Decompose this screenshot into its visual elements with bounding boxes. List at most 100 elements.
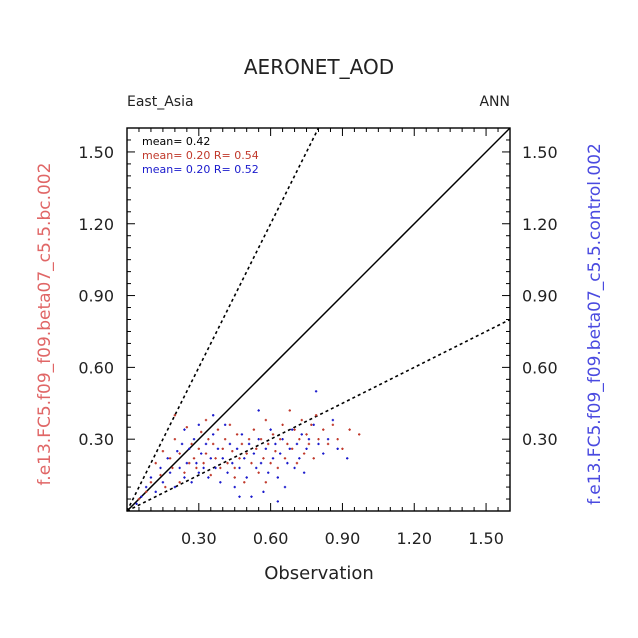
data-point-s1-68 <box>317 442 320 446</box>
data-point-s0-13 <box>185 426 189 429</box>
data-point-s0-55 <box>286 442 289 446</box>
y-tick-label-right: 0.90 <box>522 287 558 306</box>
data-point-s0-69 <box>322 428 325 431</box>
data-point-s1-11 <box>178 466 181 470</box>
data-point-s0-26 <box>216 428 220 431</box>
data-point-s0-59 <box>295 461 299 465</box>
data-point-s0-72 <box>336 437 339 441</box>
data-point-s0-28 <box>221 447 224 450</box>
data-point-s0-73 <box>341 447 344 450</box>
data-point-s0-77 <box>204 418 208 422</box>
data-point-s0-19 <box>200 430 203 434</box>
data-point-s0-56 <box>288 409 291 412</box>
stats-line-2: mean= 0.20 R= 0.52 <box>142 163 259 176</box>
data-point-s1-12 <box>180 442 184 446</box>
data-point-s0-78 <box>233 476 236 479</box>
data-point-s1-18 <box>195 461 198 465</box>
data-point-s0-53 <box>281 423 284 427</box>
y-axis-label-right: f.e13.FC5.f09_f09.beta07_c5.5.control.00… <box>585 143 605 505</box>
y-tick-label-left: 1.50 <box>78 143 114 162</box>
data-point-s1-21 <box>202 466 205 470</box>
data-point-s0-66 <box>312 457 315 460</box>
data-point-s1-10 <box>176 449 179 453</box>
y-tick-label-left: 1.20 <box>78 215 114 234</box>
data-point-s1-20 <box>200 452 203 455</box>
one-to-one-line <box>126 127 511 512</box>
data-point-s1-1 <box>140 495 143 498</box>
data-point-s0-5 <box>161 449 165 453</box>
data-point-s0-3 <box>154 461 157 465</box>
data-point-s1-52 <box>276 476 280 479</box>
data-point-s1-27 <box>216 447 220 450</box>
period-label: ANN <box>479 94 510 110</box>
data-point-s1-48 <box>267 471 270 474</box>
data-points <box>135 390 361 506</box>
reference-lines <box>126 127 511 512</box>
data-point-s0-31 <box>228 423 232 427</box>
data-point-s1-0 <box>135 502 138 506</box>
data-point-s0-24 <box>211 442 215 446</box>
data-point-s0-29 <box>223 437 227 441</box>
data-point-s0-18 <box>197 447 201 450</box>
data-point-s1-78 <box>257 409 260 412</box>
data-point-s1-47 <box>264 447 268 450</box>
data-point-s1-69 <box>322 452 325 455</box>
data-point-s0-33 <box>233 466 236 470</box>
data-point-s0-14 <box>188 461 191 465</box>
data-point-s1-67 <box>314 390 318 393</box>
data-point-s1-71 <box>331 418 335 422</box>
data-point-s0-60 <box>298 437 301 441</box>
y-tick-label-right: 0.30 <box>522 430 558 449</box>
data-point-s0-75 <box>357 433 361 436</box>
data-point-s0-12 <box>183 471 186 474</box>
data-point-s0-36 <box>240 442 244 446</box>
data-point-s0-58 <box>293 428 296 431</box>
data-point-s1-64 <box>305 447 308 450</box>
data-point-s1-72 <box>336 447 339 450</box>
data-point-s0-30 <box>226 461 229 465</box>
stats-line-0: mean= 0.42 <box>142 135 210 148</box>
data-point-s1-46 <box>262 490 265 494</box>
data-point-s1-22 <box>204 442 208 446</box>
data-point-s0-15 <box>190 442 193 446</box>
dashed-ratio-line-2 <box>126 318 511 512</box>
data-point-s1-57 <box>288 447 291 450</box>
data-point-s1-66 <box>312 423 315 427</box>
y-tick-label-right: 1.50 <box>522 143 558 162</box>
data-point-s1-79 <box>197 423 201 427</box>
data-point-s1-36 <box>238 466 241 470</box>
plot-frame <box>126 127 511 512</box>
data-point-s1-50 <box>271 457 275 460</box>
data-point-s0-44 <box>259 437 263 441</box>
data-point-s1-35 <box>235 447 239 450</box>
data-point-s1-41 <box>250 495 253 498</box>
data-point-s1-8 <box>168 471 172 474</box>
data-point-s1-24 <box>209 457 212 460</box>
data-point-s0-63 <box>305 433 308 436</box>
data-point-s0-41 <box>252 428 256 431</box>
data-point-s0-17 <box>195 466 198 470</box>
data-point-s0-64 <box>307 442 311 446</box>
data-point-s1-19 <box>197 471 201 474</box>
data-point-s1-54 <box>281 437 284 441</box>
data-point-s0-79 <box>264 481 268 484</box>
data-point-s1-55 <box>283 485 287 489</box>
data-point-s0-8 <box>171 466 174 470</box>
x-tick-label: 0.60 <box>253 529 289 548</box>
data-point-s1-59 <box>293 466 296 470</box>
data-point-s0-45 <box>262 457 265 460</box>
y-tick-label-right: 1.20 <box>522 215 558 234</box>
data-point-s1-70 <box>326 437 330 441</box>
data-point-s0-47 <box>267 442 270 446</box>
data-point-s1-16 <box>190 481 193 484</box>
data-point-s0-70 <box>326 442 330 446</box>
data-point-s0-4 <box>159 473 162 477</box>
data-point-s1-6 <box>161 481 165 484</box>
data-point-s1-49 <box>269 428 272 431</box>
data-point-s1-14 <box>185 461 189 465</box>
data-point-s1-34 <box>233 485 236 489</box>
data-point-s0-7 <box>168 457 172 460</box>
y-axis-label-left: f.e13.FC5.f09_f09.beta07_c5.5.bc.002 <box>35 163 55 486</box>
data-point-s1-23 <box>207 476 210 479</box>
